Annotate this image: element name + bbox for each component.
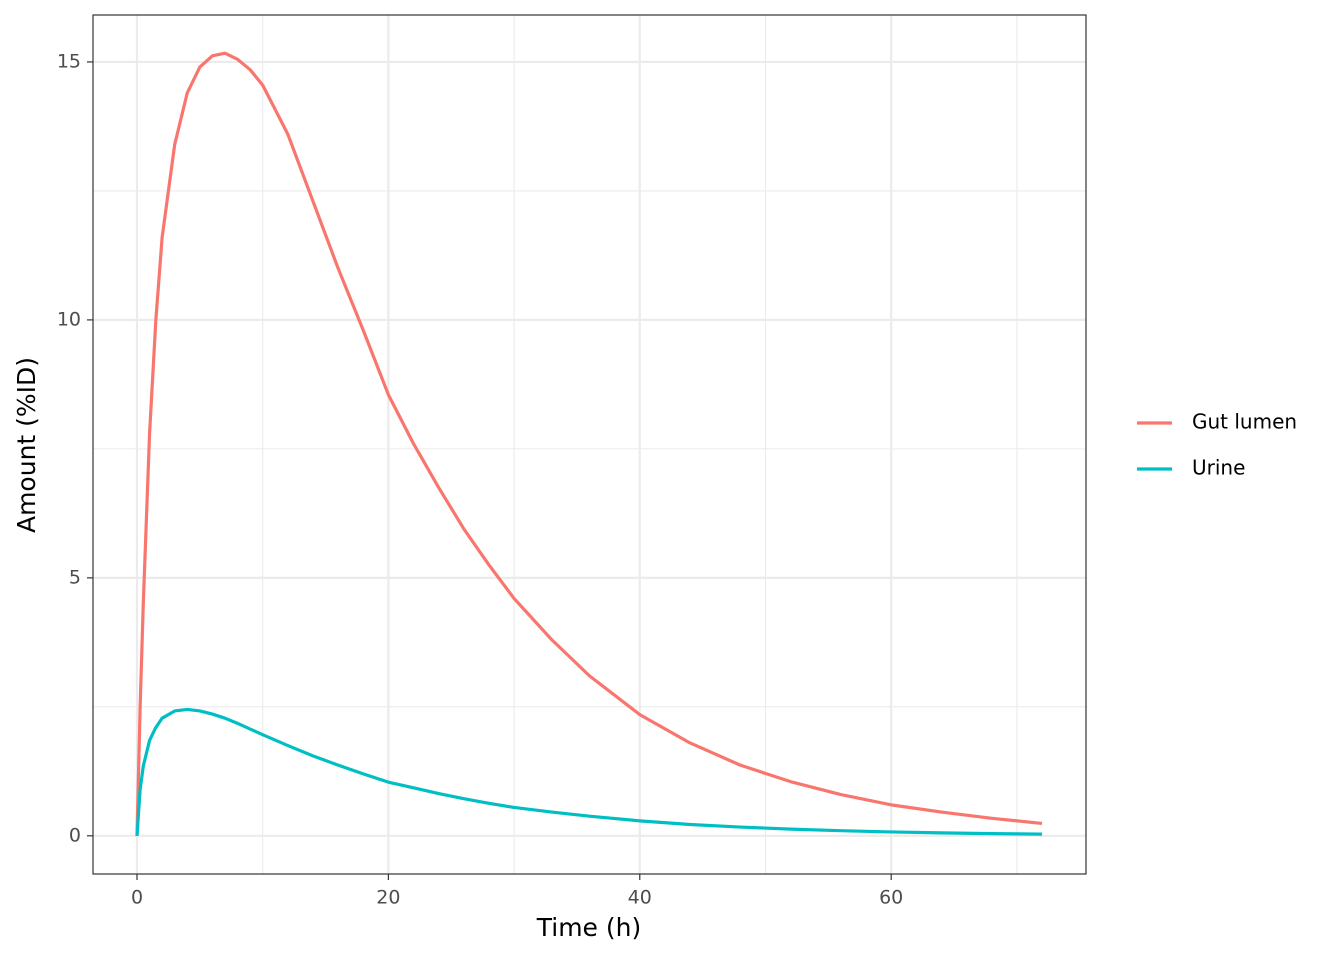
legend-label: Gut lumen (1192, 410, 1297, 434)
y-tick-label: 5 (69, 566, 81, 588)
y-tick-label: 10 (57, 308, 81, 330)
x-tick-label: 60 (879, 887, 903, 909)
series-line (135, 51, 1043, 836)
legend: Gut lumen Urine (1137, 410, 1297, 480)
x-tick-label: 20 (376, 887, 400, 909)
x-tick-label: 0 (131, 887, 143, 909)
panel-border (92, 14, 1087, 875)
grid (93, 15, 1086, 874)
y-tick-label: 0 (69, 824, 81, 846)
series-line (135, 707, 1043, 836)
y-axis-title: Amount (%ID) (12, 357, 41, 533)
y-tick-label: 15 (57, 50, 81, 72)
x-axis-title: Time (h) (536, 913, 641, 942)
legend-label: Urine (1192, 456, 1245, 480)
axes: 0 20 40 60 0 5 10 15 (57, 50, 903, 908)
x-tick-label: 40 (628, 887, 652, 909)
lines (135, 51, 1043, 836)
